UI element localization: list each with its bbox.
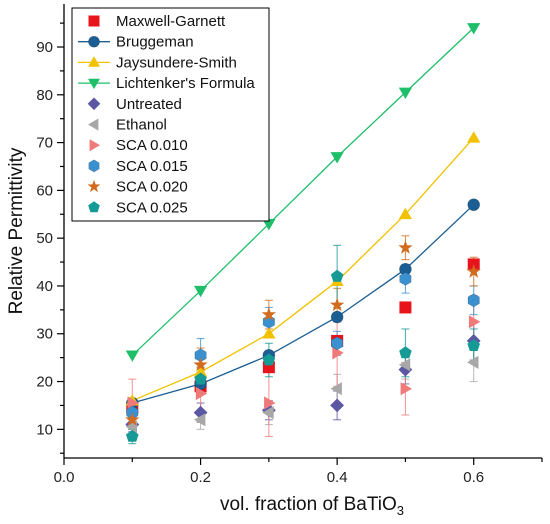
series-line-jaysundere-smith — [132, 137, 475, 402]
legend-label: SCA 0.020 — [116, 179, 188, 196]
axes: 0.0 0.2 0.4 0.6 10 20 30 40 50 60 70 80 90 — [36, 4, 543, 486]
legend-label: SCA 0.015 — [116, 158, 188, 175]
point-sca-0-015 — [331, 336, 344, 351]
point-lichtenker-s-formula — [125, 350, 139, 362]
point-bruggeman — [467, 198, 481, 212]
legend-label: Jaysundere-Smith — [116, 54, 237, 71]
point-jaysundere-smith — [194, 365, 208, 377]
point-lichtenker-s-formula — [194, 285, 208, 298]
legend-marker — [88, 159, 100, 173]
x-axis-title: vol. fraction of BaTiO3 — [220, 494, 404, 518]
y-tick-label: 60 — [36, 182, 53, 199]
legend-item-bruggeman: Bruggeman — [78, 34, 194, 51]
legend-label: Untreated — [116, 96, 182, 113]
point-sca-0-020 — [125, 412, 140, 426]
point-bruggeman — [330, 310, 344, 324]
point-ethanol — [194, 413, 206, 427]
legend-marker — [88, 15, 100, 27]
point-jaysundere-smith — [398, 207, 412, 220]
legend-marker — [87, 179, 101, 193]
data-markers — [125, 23, 481, 442]
point-sca-0-025 — [126, 429, 139, 442]
legend-marker — [87, 97, 101, 111]
legend-marker — [88, 35, 100, 48]
point-sca-0-020 — [330, 297, 345, 312]
legend-marker — [88, 56, 100, 67]
legend: Maxwell-Garnett Bruggeman Jaysundere-Smith… — [71, 7, 270, 222]
y-tick-label: 30 — [36, 326, 53, 343]
x-tick-label: 0.2 — [190, 469, 211, 486]
point-sca-0-020 — [193, 357, 208, 371]
y-tick-label: 20 — [36, 374, 53, 391]
legend-marker — [89, 139, 100, 152]
legend-label: SCA 0.010 — [116, 137, 188, 154]
point-jaysundere-smith — [467, 131, 481, 143]
point-sca-0-025 — [330, 269, 344, 282]
point-sca-0-010 — [400, 382, 412, 396]
point-sca-0-010 — [468, 315, 481, 329]
legend-item-sca-0-020: SCA 0.020 — [87, 179, 188, 196]
y-axis-title: Relative Permittivity — [6, 147, 27, 314]
legend-item-jaysundere-smith: Jaysundere-Smith — [78, 54, 237, 71]
point-lichtenker-s-formula — [330, 152, 344, 164]
point-sca-0-010 — [195, 386, 208, 401]
y-tick-label: 70 — [36, 135, 53, 152]
legend-box — [71, 7, 270, 222]
model-lines — [131, 27, 475, 404]
y-tick-label: 80 — [36, 87, 53, 104]
point-sca-0-015 — [467, 293, 480, 308]
legend-label: Ethanol — [116, 117, 167, 134]
series-line-lichtenker-s-formula — [131, 27, 475, 356]
point-lichtenker-s-formula — [262, 219, 276, 231]
point-sca-0-010 — [332, 346, 344, 360]
legend-marker — [88, 201, 100, 213]
x-tick-label: 0.4 — [327, 469, 348, 486]
legend-label: Lichtenker's Formula — [116, 75, 255, 92]
y-tick-label: 50 — [36, 230, 53, 247]
legend-label: Bruggeman — [116, 34, 194, 51]
point-sca-0-010 — [127, 396, 139, 410]
y-tick-label: 10 — [36, 421, 53, 438]
legend-item-untreated: Untreated — [87, 96, 182, 113]
point-sca-0-025 — [467, 339, 480, 351]
x-tick-label: 0.6 — [463, 469, 484, 486]
point-sca-0-020 — [261, 307, 276, 321]
legend-item-ethanol: Ethanol — [88, 117, 167, 134]
legend-label: SCA 0.025 — [116, 199, 188, 216]
x-axis-title-subscript: 3 — [397, 503, 404, 518]
point-untreated — [330, 398, 344, 413]
legend-item-sca-0-015: SCA 0.015 — [88, 158, 188, 175]
x-tick-label: 0.0 — [54, 469, 75, 486]
legend-item-maxwell-garnett: Maxwell-Garnett — [88, 13, 226, 30]
point-ethanol — [262, 406, 274, 420]
point-ethanol — [398, 358, 411, 372]
y-tick-label: 40 — [36, 278, 53, 295]
point-sca-0-020 — [398, 240, 413, 254]
legend-marker — [88, 118, 99, 131]
point-sca-0-020 — [466, 264, 481, 278]
point-sca-0-025 — [399, 346, 412, 359]
point-sca-0-015 — [399, 271, 412, 286]
point-jaysundere-smith — [262, 327, 276, 339]
error-bars — [128, 235, 478, 445]
point-lichtenker-s-formula — [398, 87, 412, 99]
point-sca-0-010 — [264, 396, 276, 410]
point-ethanol — [330, 382, 342, 396]
legend-marker — [88, 78, 100, 90]
point-sca-0-025 — [262, 353, 276, 366]
legend-item-lichtenker-s-formula: Lichtenker's Formula — [78, 75, 255, 92]
x-axis-title-main: vol. fraction of BaTiO — [220, 494, 397, 515]
legend-label: Maxwell-Garnett — [116, 13, 226, 30]
series-line-bruggeman — [132, 204, 475, 404]
point-sca-0-025 — [194, 372, 207, 385]
point-lichtenker-s-formula — [467, 23, 481, 35]
point-ethanol — [467, 355, 479, 369]
legend-item-sca-0-010: SCA 0.010 — [89, 137, 188, 154]
y-tick-label: 90 — [36, 39, 53, 56]
point-maxwell-garnett — [399, 301, 412, 314]
legend-item-sca-0-025: SCA 0.025 — [88, 199, 188, 216]
